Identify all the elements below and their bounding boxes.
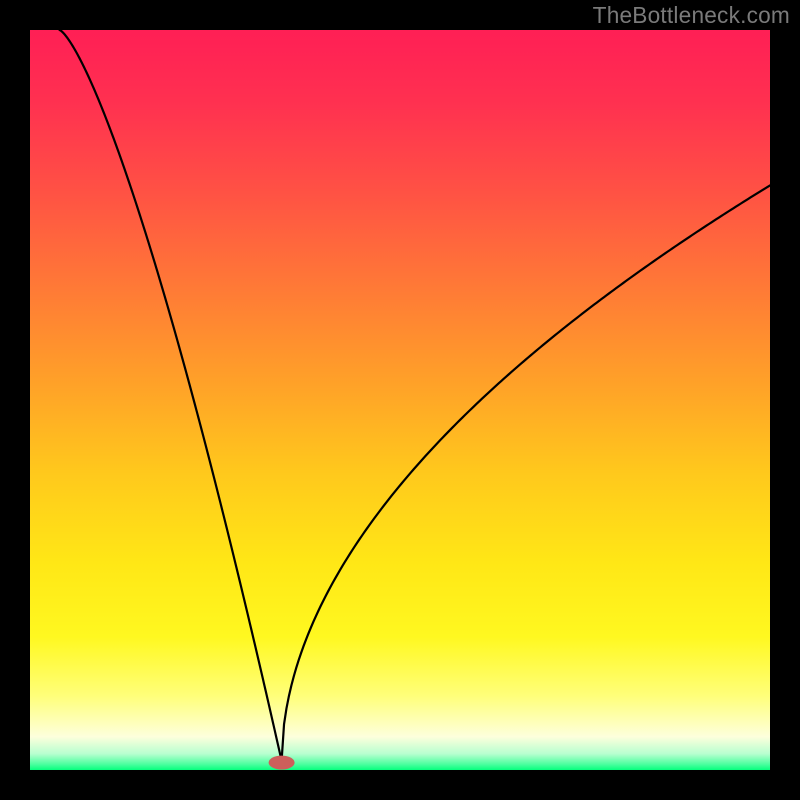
chart-svg: [0, 0, 800, 800]
chart-frame: TheBottleneck.com: [0, 0, 800, 800]
plot-background: [30, 30, 770, 770]
dip-marker: [269, 756, 295, 770]
